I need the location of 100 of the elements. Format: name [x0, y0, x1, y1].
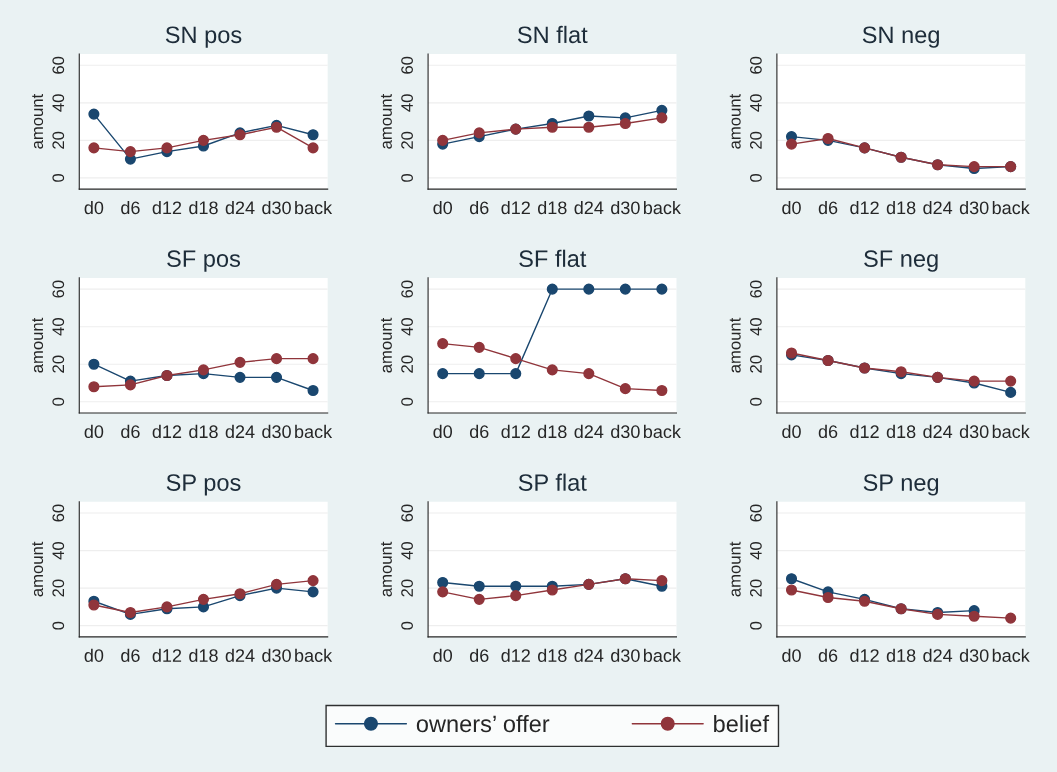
x-tick-label: d30 — [959, 424, 989, 439]
x-tick-label: d18 — [189, 424, 218, 439]
y-axis-title: amount — [729, 317, 741, 373]
y-tick-label: 0 — [749, 621, 762, 630]
x-tick-label: d6 — [121, 200, 140, 215]
y-tick-label: 60 — [749, 504, 762, 522]
y-axis-title: amount — [729, 93, 741, 149]
y-tick-label: 20 — [749, 131, 762, 149]
x-tick-label: d0 — [782, 424, 801, 439]
x-tick-label: d12 — [501, 648, 530, 662]
x-tick-label: d0 — [84, 648, 104, 662]
y-tick-label: 20 — [749, 579, 762, 597]
x-tick-label: d18 — [189, 200, 218, 215]
x-tick-label: d6 — [121, 424, 140, 439]
x-tick-label: d12 — [501, 200, 530, 215]
y-tick-label: 20 — [52, 131, 65, 149]
x-tick-label: back — [643, 424, 681, 439]
y-tick-label: 0 — [401, 173, 413, 182]
chart-title: SF flat — [519, 249, 587, 268]
chart-title: SN pos — [165, 26, 242, 48]
x-tick-label: d12 — [501, 424, 530, 439]
x-tick-label: d24 — [574, 200, 604, 215]
y-axis-title: amount — [380, 93, 392, 149]
chart-title: SP flat — [518, 473, 587, 491]
x-tick-label: d0 — [782, 648, 801, 662]
x-tick-label: d24 — [225, 424, 255, 439]
x-tick-label: d6 — [469, 648, 489, 662]
y-tick-label: 0 — [401, 621, 413, 630]
x-tick-label: d30 — [262, 200, 291, 215]
y-tick-label: 60 — [749, 280, 762, 298]
y-tick-label: 0 — [52, 173, 65, 182]
x-tick-label: d6 — [818, 424, 838, 439]
x-tick-label: d18 — [189, 648, 218, 662]
x-tick-label: back — [295, 648, 333, 662]
x-tick-label: d30 — [959, 200, 989, 215]
chart-title: SP neg — [863, 474, 939, 496]
x-tick-label: back — [992, 200, 1030, 215]
y-tick-label: 60 — [401, 280, 413, 298]
x-tick-label: back — [992, 424, 1030, 439]
y-axis-title: amount — [380, 541, 392, 597]
y-tick-label: 0 — [749, 173, 762, 182]
chart-title: SF pos — [167, 250, 241, 272]
y-tick-label: 20 — [52, 579, 65, 597]
legend-label: belief — [714, 714, 770, 733]
x-tick-label: d6 — [469, 424, 489, 439]
y-tick-label: 60 — [401, 56, 413, 74]
y-tick-label: 20 — [401, 579, 413, 597]
y-tick-label: 0 — [52, 621, 65, 630]
x-tick-label: d12 — [850, 424, 879, 439]
chart-title: SN neg — [862, 26, 939, 48]
x-tick-label: d6 — [818, 200, 838, 215]
y-axis-title: amount — [32, 541, 44, 597]
x-tick-label: d18 — [886, 200, 916, 215]
x-tick-label: d24 — [574, 424, 604, 439]
chart-title: SF neg — [864, 250, 938, 272]
x-tick-label: d12 — [152, 200, 182, 215]
x-tick-label: d30 — [262, 648, 291, 662]
y-axis-title: amount — [32, 93, 44, 149]
x-tick-label: d24 — [225, 200, 255, 215]
x-tick-label: d6 — [121, 648, 140, 662]
x-tick-label: d30 — [611, 424, 640, 439]
x-tick-label: d0 — [433, 648, 453, 662]
x-tick-label: d0 — [782, 200, 801, 215]
x-tick-label: d0 — [84, 424, 104, 439]
y-tick-label: 60 — [52, 280, 65, 298]
y-tick-label: 40 — [401, 541, 413, 560]
x-tick-label: d0 — [84, 200, 104, 215]
y-tick-label: 40 — [749, 541, 762, 560]
x-tick-label: d24 — [225, 648, 255, 662]
y-tick-label: 20 — [401, 131, 413, 149]
x-tick-label: d30 — [611, 200, 640, 215]
y-tick-label: 20 — [52, 355, 65, 373]
y-axis-title: amount — [380, 317, 392, 373]
y-tick-label: 40 — [52, 318, 65, 336]
x-tick-label: d30 — [611, 648, 640, 662]
y-tick-label: 0 — [749, 397, 762, 406]
x-tick-label: d0 — [433, 424, 453, 439]
x-tick-label: d30 — [262, 424, 291, 439]
x-tick-label: d18 — [886, 424, 916, 439]
y-tick-label: 60 — [52, 504, 65, 522]
x-tick-label: d30 — [959, 648, 989, 662]
x-tick-label: d12 — [152, 648, 182, 662]
y-tick-label: 40 — [52, 541, 65, 560]
y-tick-label: 40 — [749, 94, 762, 112]
x-tick-label: d18 — [537, 200, 567, 215]
x-tick-label: d24 — [923, 200, 953, 215]
x-tick-label: back — [295, 200, 333, 215]
y-tick-label: 40 — [401, 318, 413, 336]
y-tick-label: 20 — [749, 355, 762, 373]
x-tick-label: d24 — [923, 424, 953, 439]
x-tick-label: d12 — [850, 200, 879, 215]
y-tick-label: 0 — [52, 397, 65, 406]
x-tick-label: d0 — [433, 200, 453, 215]
x-tick-label: d6 — [469, 200, 489, 215]
x-tick-label: back — [643, 200, 681, 215]
x-tick-label: d18 — [537, 424, 567, 439]
chart-title: SP pos — [166, 474, 241, 496]
y-tick-label: 20 — [401, 355, 413, 373]
y-tick-label: 40 — [749, 318, 762, 336]
x-tick-label: d12 — [850, 648, 879, 662]
